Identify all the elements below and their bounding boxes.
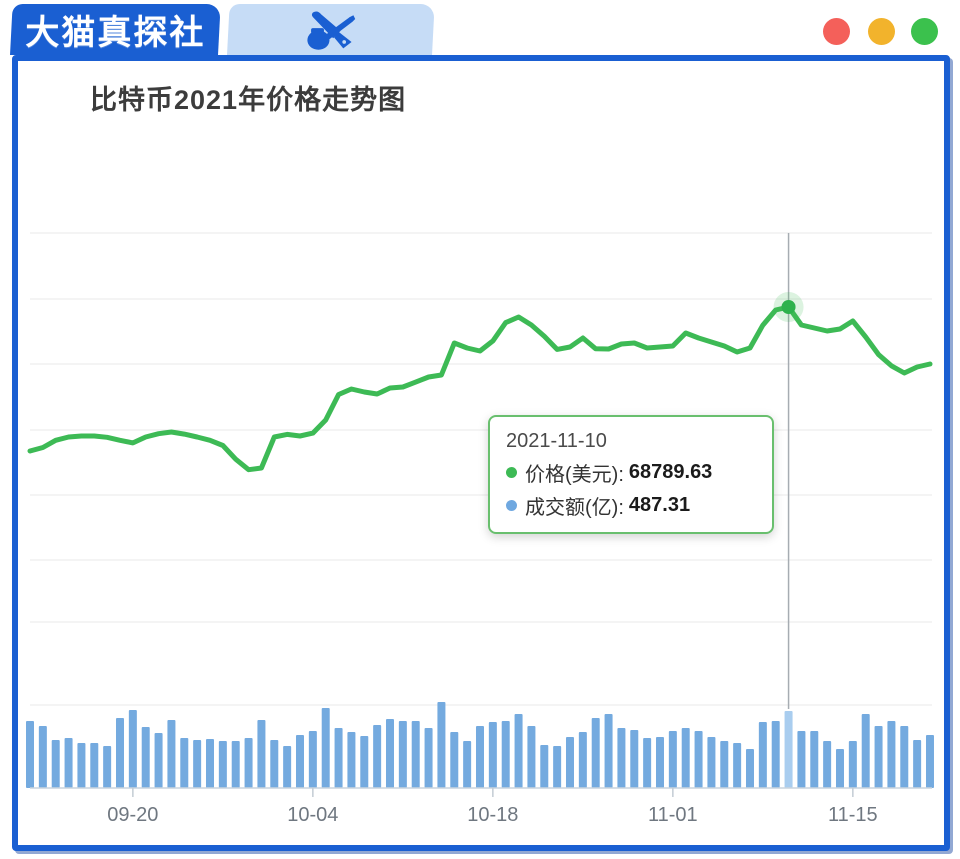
volume-bar[interactable] <box>488 721 497 788</box>
tooltip-row-price: 价格(美元): 68789.63 <box>506 458 756 487</box>
traffic-light-green-icon <box>911 18 938 45</box>
volume-bar[interactable] <box>527 725 536 788</box>
volume-bar[interactable] <box>437 701 446 788</box>
volume-bar[interactable] <box>501 721 510 788</box>
pipe-pen-icon <box>295 7 367 53</box>
volume-bar[interactable] <box>347 731 356 788</box>
chart-canvas[interactable]: 09-20 10-04 10-18 11-01 11-15 <box>18 61 944 845</box>
traffic-light-red-icon <box>823 18 850 45</box>
volume-bar[interactable] <box>797 731 806 788</box>
volume-bar[interactable] <box>64 738 73 788</box>
volume-bar[interactable] <box>450 731 459 788</box>
volume-bar[interactable] <box>681 728 690 788</box>
volume-bar[interactable] <box>77 742 86 788</box>
volume-bar[interactable] <box>733 742 742 788</box>
volume-bar[interactable] <box>758 721 767 788</box>
volume-bar[interactable] <box>295 734 304 788</box>
x-tick-label: 10-04 <box>287 804 338 826</box>
volume-bar[interactable] <box>887 721 896 788</box>
tooltip-volume-value: 487.31 <box>628 494 691 516</box>
volume-bar[interactable] <box>115 718 124 788</box>
tooltip-price-value: 68789.63 <box>628 461 713 483</box>
volume-bar[interactable] <box>244 738 253 788</box>
volume-bar[interactable] <box>463 741 472 788</box>
volume-bar[interactable] <box>771 721 780 788</box>
volume-bar[interactable] <box>128 710 137 788</box>
volume-bar[interactable] <box>424 728 433 788</box>
volume-bar[interactable] <box>398 721 407 788</box>
volume-bar[interactable] <box>321 708 330 788</box>
tooltip-volume-label: 成交额(亿): <box>525 497 624 519</box>
tab-brand[interactable]: 大猫真探社 <box>10 4 221 55</box>
volume-bar[interactable] <box>51 740 60 788</box>
volume-bar[interactable] <box>900 725 909 788</box>
volume-bar[interactable] <box>643 738 652 788</box>
volume-bar[interactable] <box>38 725 47 788</box>
x-tick-label: 11-15 <box>828 804 878 826</box>
volume-bar[interactable] <box>205 738 214 788</box>
volume-bar[interactable] <box>565 737 574 788</box>
tooltip-price-label: 价格(美元): <box>525 464 624 486</box>
volume-bar[interactable] <box>154 732 163 788</box>
volume-bar[interactable] <box>167 720 176 788</box>
volume-bar[interactable] <box>604 714 613 788</box>
x-tick-label: 11-01 <box>648 804 698 826</box>
volume-bar-highlighted[interactable] <box>784 711 793 788</box>
volume-bar[interactable] <box>231 741 240 788</box>
volume-bar[interactable] <box>745 748 754 788</box>
volume-bar[interactable] <box>861 714 870 788</box>
tooltip: 2021-11-10 价格(美元): 68789.63 成交额(亿): 487.… <box>488 415 774 534</box>
volume-bar[interactable] <box>514 714 523 788</box>
volume-marker-icon <box>506 500 517 511</box>
traffic-light-yellow-icon <box>868 18 895 45</box>
volume-bar[interactable] <box>283 745 292 788</box>
volume-bar[interactable] <box>218 741 227 788</box>
tooltip-date: 2021-11-10 <box>506 430 607 452</box>
volume-bar[interactable] <box>540 744 549 788</box>
volume-bar[interactable] <box>835 748 844 788</box>
volume-bar[interactable] <box>848 741 857 788</box>
volume-bar[interactable] <box>578 731 587 788</box>
volume-bar[interactable] <box>475 725 484 788</box>
volume-bar[interactable] <box>617 728 626 788</box>
volume-bar[interactable] <box>874 725 883 788</box>
tooltip-row-volume: 成交额(亿): 487.31 <box>506 491 756 520</box>
tab-tools[interactable] <box>227 4 435 55</box>
brand-title: 大猫真探社 <box>25 14 206 52</box>
volume-bar[interactable] <box>591 718 600 788</box>
volume-bar[interactable] <box>141 727 150 788</box>
volume-bar[interactable] <box>553 745 562 788</box>
volume-bar[interactable] <box>630 730 639 788</box>
volume-bar[interactable] <box>411 721 420 788</box>
volume-bar[interactable] <box>373 724 382 788</box>
volume-bar[interactable] <box>193 740 202 788</box>
volume-bar[interactable] <box>925 734 934 788</box>
volume-bar[interactable] <box>270 740 279 788</box>
price-marker-icon <box>506 467 517 478</box>
volume-bar[interactable] <box>90 742 99 788</box>
volume-bar[interactable] <box>308 731 317 788</box>
volume-bar[interactable] <box>810 731 819 788</box>
x-tick-label: 10-18 <box>467 804 518 826</box>
volume-bar[interactable] <box>720 741 729 788</box>
volume-bar[interactable] <box>668 731 677 788</box>
volume-bar[interactable] <box>334 728 343 788</box>
volume-bar[interactable] <box>913 740 922 788</box>
volume-bar[interactable] <box>360 735 369 788</box>
volume-bar[interactable] <box>26 721 34 788</box>
volume-bar[interactable] <box>385 718 394 788</box>
chart-title: 比特币2021年价格走势图 <box>90 85 407 115</box>
price-line <box>27 304 933 473</box>
volume-bar[interactable] <box>823 741 832 788</box>
volume-bar[interactable] <box>655 737 664 788</box>
chart-window: 比特币2021年价格走势图 09-20 10-04 10-18 11-01 11-15 … <box>12 55 950 851</box>
volume-bar[interactable] <box>694 731 703 788</box>
volume-bar[interactable] <box>707 737 716 788</box>
x-tick-label: 09-20 <box>107 804 158 826</box>
volume-bar[interactable] <box>257 720 266 788</box>
highlight-point[interactable] <box>781 300 796 314</box>
volume-bar[interactable] <box>180 738 189 788</box>
volume-bar[interactable] <box>103 745 112 788</box>
